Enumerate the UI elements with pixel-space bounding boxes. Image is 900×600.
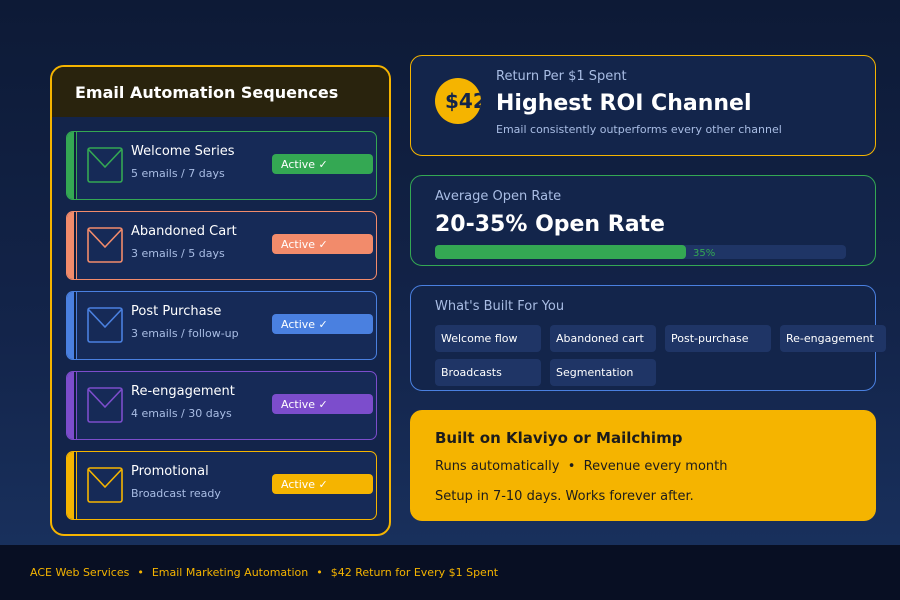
feature-chip-broadcasts: Broadcasts [435, 359, 541, 386]
sequence-detail: 3 emails / follow-up [131, 327, 239, 340]
footer: ACE Web Services • Email Marketing Autom… [0, 545, 900, 600]
sequence-detail: 5 emails / 7 days [131, 167, 225, 180]
status-badge: Active ✓ [272, 154, 373, 174]
open-rate-progress-label: 35% [693, 248, 716, 259]
sequences-panel: Email Automation Sequences Welcome Serie… [50, 65, 391, 536]
mail-icon [87, 227, 123, 263]
footer-separator: • [316, 566, 323, 579]
built-for-you-kicker: What's Built For You [435, 299, 565, 314]
sequence-color-stripe [67, 132, 77, 199]
status-badge: Active ✓ [272, 474, 373, 494]
sequence-detail: Broadcast ready [131, 487, 221, 500]
sequence-name: Abandoned Cart [131, 224, 237, 239]
feature-chip-segmentation: Segmentation [550, 359, 656, 386]
sequence-card-re-engagement[interactable]: Re-engagement 4 emails / 30 days Active … [66, 371, 377, 440]
roi-heading: Highest ROI Channel [496, 91, 752, 116]
sequence-name: Post Purchase [131, 304, 222, 319]
platform-card: Built on Klaviyo or Mailchimp Runs autom… [410, 410, 876, 521]
platform-benefit-revenue: Revenue every month [583, 459, 728, 474]
sequence-name: Promotional [131, 464, 209, 479]
status-badge: Active ✓ [272, 314, 373, 334]
feature-chip-post-purchase: Post-purchase [665, 325, 771, 352]
roi-badge-value: $42 [445, 89, 481, 113]
roi-badge: $42 [435, 78, 481, 124]
footer-service: Email Marketing Automation [151, 566, 309, 579]
feature-chip-welcome-flow: Welcome flow [435, 325, 541, 352]
open-rate-progress-track [435, 245, 846, 259]
open-rate-kicker: Average Open Rate [435, 189, 562, 204]
sequence-color-stripe [67, 452, 77, 519]
sequence-card-post-purchase[interactable]: Post Purchase 3 emails / follow-up Activ… [66, 291, 377, 360]
sequences-panel-title: Email Automation Sequences [75, 82, 339, 102]
sequence-detail: 4 emails / 30 days [131, 407, 232, 420]
sequence-name: Welcome Series [131, 144, 235, 159]
open-rate-progress-fill [435, 245, 686, 259]
feature-chip-abandoned-cart: Abandoned cart [550, 325, 656, 352]
open-rate-heading: 20-35% Open Rate [435, 212, 665, 237]
sequences-panel-header: Email Automation Sequences [52, 67, 389, 117]
mail-icon [87, 387, 123, 423]
feature-chip-re-engagement: Re-engagement [780, 325, 886, 352]
sequence-color-stripe [67, 292, 77, 359]
platform-title: Built on Klaviyo or Mailchimp [435, 429, 683, 447]
platform-setup-note: Setup in 7-10 days. Works forever after. [435, 489, 694, 504]
platform-benefits: Runs automatically • Revenue every month [435, 459, 727, 474]
sequence-card-welcome[interactable]: Welcome Series 5 emails / 7 days Active … [66, 131, 377, 200]
roi-description: Email consistently outperforms every oth… [496, 123, 782, 136]
built-for-you-card: What's Built For You Welcome flow Abando… [410, 285, 886, 391]
open-rate-card: Average Open Rate 20-35% Open Rate 35% [410, 175, 876, 266]
mail-icon [87, 467, 123, 503]
footer-tagline: $42 Return for Every $1 Spent [330, 566, 499, 579]
roi-card: $42 Return Per $1 Spent Highest ROI Chan… [410, 55, 876, 156]
platform-benefit-automatic: Runs automatically [435, 459, 560, 474]
sequence-card-abandoned-cart[interactable]: Abandoned Cart 3 emails / 5 days Active … [66, 211, 377, 280]
status-badge: Active ✓ [272, 394, 373, 414]
sequence-name: Re-engagement [131, 384, 235, 399]
footer-separator: • [137, 566, 144, 579]
sequence-card-promotional[interactable]: Promotional Broadcast ready Active ✓ [66, 451, 377, 520]
sequence-detail: 3 emails / 5 days [131, 247, 225, 260]
footer-company: ACE Web Services [30, 566, 130, 579]
mail-icon [87, 307, 123, 343]
sequence-color-stripe [67, 212, 77, 279]
status-badge: Active ✓ [272, 234, 373, 254]
mail-icon [87, 147, 123, 183]
bullet-separator: • [567, 459, 576, 474]
roi-kicker: Return Per $1 Spent [496, 69, 627, 84]
sequence-color-stripe [67, 372, 77, 439]
